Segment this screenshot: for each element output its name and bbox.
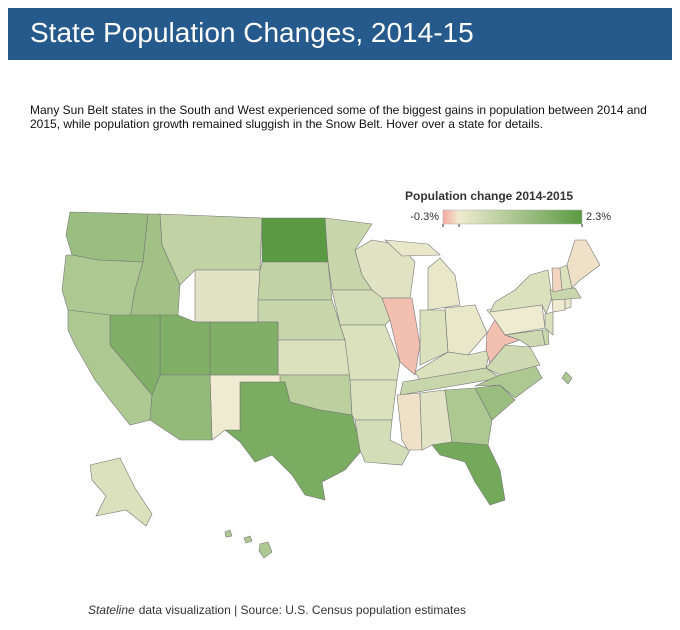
state[interactable] (67, 309, 153, 426)
state[interactable] (474, 384, 516, 421)
state[interactable] (427, 257, 461, 311)
state[interactable] (561, 371, 573, 385)
state[interactable] (381, 297, 421, 376)
state[interactable] (396, 392, 423, 451)
state[interactable] (261, 217, 329, 263)
state[interactable] (431, 441, 506, 506)
state[interactable] (65, 211, 149, 263)
state[interactable] (209, 321, 279, 376)
state[interactable] (444, 304, 488, 356)
state[interactable] (149, 374, 213, 441)
state[interactable] (566, 239, 601, 289)
state[interactable] (194, 269, 261, 323)
source-brand: Stateline (88, 603, 135, 617)
state[interactable] (384, 239, 441, 257)
state[interactable] (89, 457, 153, 527)
state[interactable] (544, 311, 554, 336)
state[interactable] (224, 529, 233, 538)
description: Many Sun Belt states in the South and We… (30, 103, 647, 131)
legend-label: 2.3% (586, 211, 611, 223)
state[interactable] (564, 297, 572, 310)
state[interactable] (349, 379, 398, 421)
state[interactable] (489, 269, 553, 315)
state[interactable] (277, 339, 351, 376)
state[interactable] (354, 419, 411, 466)
source: Stateline data visualization | Source: U.… (88, 603, 466, 617)
state[interactable] (258, 541, 273, 559)
state[interactable] (159, 314, 211, 376)
state[interactable] (541, 329, 550, 346)
title: State Population Changes, 2014-15 (30, 17, 474, 48)
state[interactable] (209, 374, 281, 441)
state[interactable] (61, 254, 144, 319)
title-banner: State Population Changes, 2014-15 (8, 8, 672, 60)
source-text: data visualization | Source: U.S. Census… (138, 603, 466, 617)
legend-title: Population change 2014-2015 (405, 189, 573, 203)
state[interactable] (504, 329, 546, 348)
map: Population change 2014-2015 -0.3% 2.3% (61, 189, 611, 559)
state[interactable] (257, 261, 333, 301)
state[interactable] (339, 324, 401, 381)
state[interactable] (444, 387, 493, 446)
state[interactable] (243, 535, 253, 544)
legend-label: -0.3% (410, 211, 439, 223)
state[interactable] (224, 381, 363, 501)
legend-gradient (442, 209, 583, 225)
